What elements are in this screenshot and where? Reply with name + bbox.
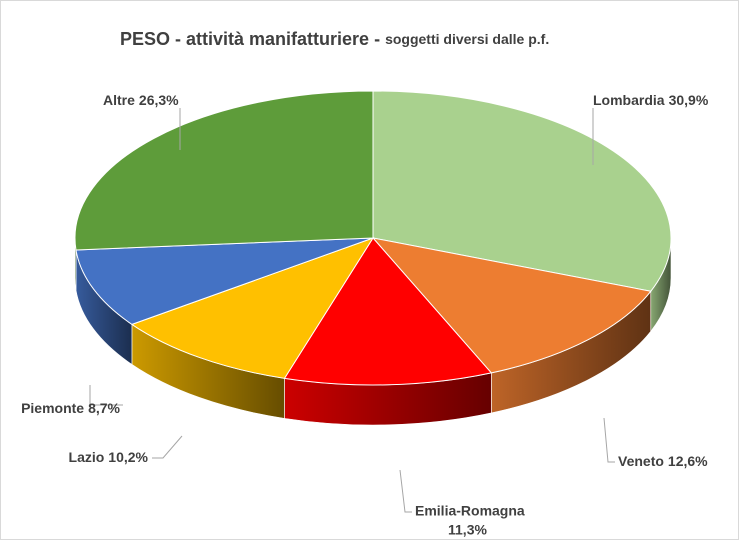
data-label: Altre 26,3% (103, 92, 179, 108)
data-label-value: 12,6% (668, 453, 708, 469)
data-label: Lazio 10,2% (69, 449, 149, 465)
data-label-name: Veneto (618, 453, 664, 469)
slice (130, 237, 375, 379)
data-label: Piemonte 8,7% (21, 400, 120, 416)
data-label-name: Altre (103, 92, 135, 108)
data-label-name: Emilia-Romagna (415, 503, 525, 519)
chart-title: PESO - attività manifatturiere - soggetti… (120, 29, 549, 49)
slice (75, 237, 374, 325)
data-label-value: 11,3% (448, 522, 487, 538)
data-label-value: 8,7% (88, 400, 120, 416)
slice (371, 237, 652, 374)
leader-line (399, 469, 412, 513)
leader-line (603, 417, 615, 463)
data-label: Lombardia 30,9% (593, 92, 709, 108)
slice (74, 90, 374, 251)
data-label-value: 26,3% (139, 92, 179, 108)
data-label-name: Lombardia (593, 92, 665, 108)
title: PESO - attività manifatturiere - (120, 29, 380, 49)
leader-line (152, 435, 183, 459)
slice (283, 237, 493, 386)
data-label: Veneto 12,6% (618, 453, 708, 469)
subtitle: soggetti diversi dalle p.f. (385, 31, 549, 47)
leader-line (89, 385, 123, 406)
data-label-value: 10,2% (108, 449, 148, 465)
slice (372, 90, 672, 292)
data-label-name: Lazio (69, 449, 105, 465)
data-label-name: Piemonte (21, 400, 84, 416)
data-label-value: 30,9% (669, 92, 709, 108)
